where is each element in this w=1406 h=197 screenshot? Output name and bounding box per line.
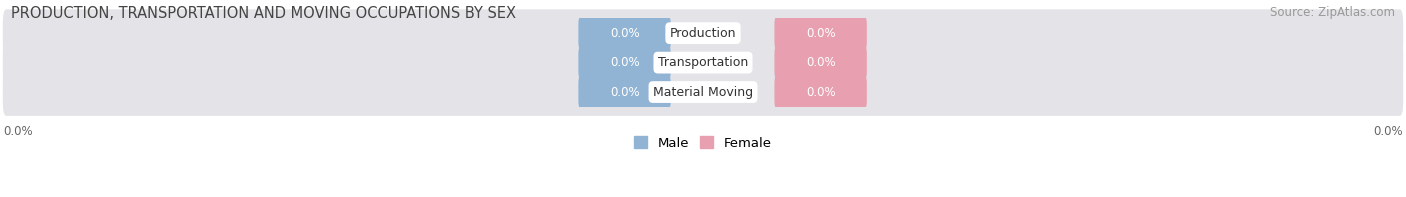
FancyBboxPatch shape [578, 16, 671, 50]
FancyBboxPatch shape [3, 9, 1403, 57]
FancyBboxPatch shape [775, 75, 868, 109]
Text: Material Moving: Material Moving [652, 85, 754, 98]
FancyBboxPatch shape [775, 46, 868, 79]
Text: Production: Production [669, 27, 737, 40]
FancyBboxPatch shape [578, 75, 671, 109]
Text: 0.0%: 0.0% [610, 85, 640, 98]
Text: PRODUCTION, TRANSPORTATION AND MOVING OCCUPATIONS BY SEX: PRODUCTION, TRANSPORTATION AND MOVING OC… [11, 6, 516, 21]
FancyBboxPatch shape [3, 39, 1403, 86]
Text: 0.0%: 0.0% [610, 56, 640, 69]
Text: 0.0%: 0.0% [806, 27, 835, 40]
Text: 0.0%: 0.0% [610, 27, 640, 40]
Text: Transportation: Transportation [658, 56, 748, 69]
FancyBboxPatch shape [578, 46, 671, 79]
Text: 0.0%: 0.0% [1374, 125, 1403, 138]
Text: 0.0%: 0.0% [3, 125, 32, 138]
Legend: Male, Female: Male, Female [628, 131, 778, 155]
Text: 0.0%: 0.0% [806, 85, 835, 98]
Text: Source: ZipAtlas.com: Source: ZipAtlas.com [1270, 6, 1395, 19]
FancyBboxPatch shape [775, 16, 868, 50]
FancyBboxPatch shape [3, 68, 1403, 116]
Text: 0.0%: 0.0% [806, 56, 835, 69]
